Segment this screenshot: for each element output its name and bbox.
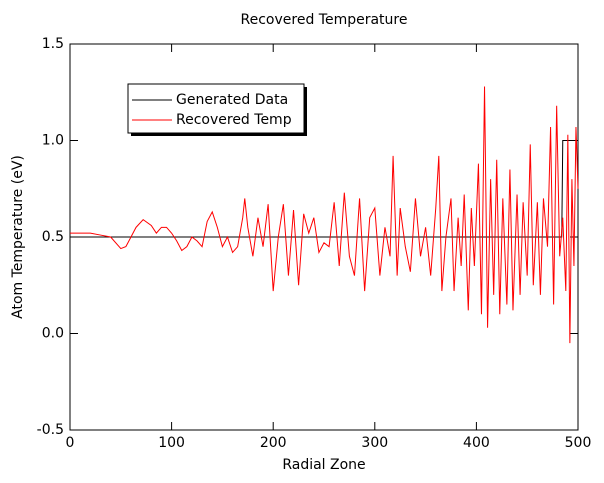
- y-tick-label: 1.5: [42, 36, 64, 52]
- chart-title: Recovered Temperature: [241, 12, 408, 28]
- legend-label: Generated Data: [176, 92, 288, 108]
- y-tick-label: 1.0: [42, 133, 64, 149]
- x-tick-label: 0: [66, 435, 75, 451]
- x-tick-label: 300: [361, 435, 388, 451]
- series-line: [70, 86, 579, 344]
- x-tick-label: 500: [565, 435, 592, 451]
- y-tick-label: -0.5: [37, 422, 64, 438]
- y-tick-label: 0.5: [42, 229, 64, 245]
- y-tick-label: 0.0: [42, 326, 64, 342]
- legend-shadow: [304, 87, 307, 136]
- y-axis-label: Atom Temperature (eV): [10, 155, 26, 319]
- x-tick-label: 400: [463, 435, 490, 451]
- legend-shadow: [131, 133, 307, 136]
- x-tick-label: 200: [260, 435, 287, 451]
- series-line: [70, 140, 578, 238]
- legend-label: Recovered Temp: [176, 112, 292, 128]
- x-axis-label: Radial Zone: [282, 457, 365, 473]
- x-tick-label: 100: [158, 435, 185, 451]
